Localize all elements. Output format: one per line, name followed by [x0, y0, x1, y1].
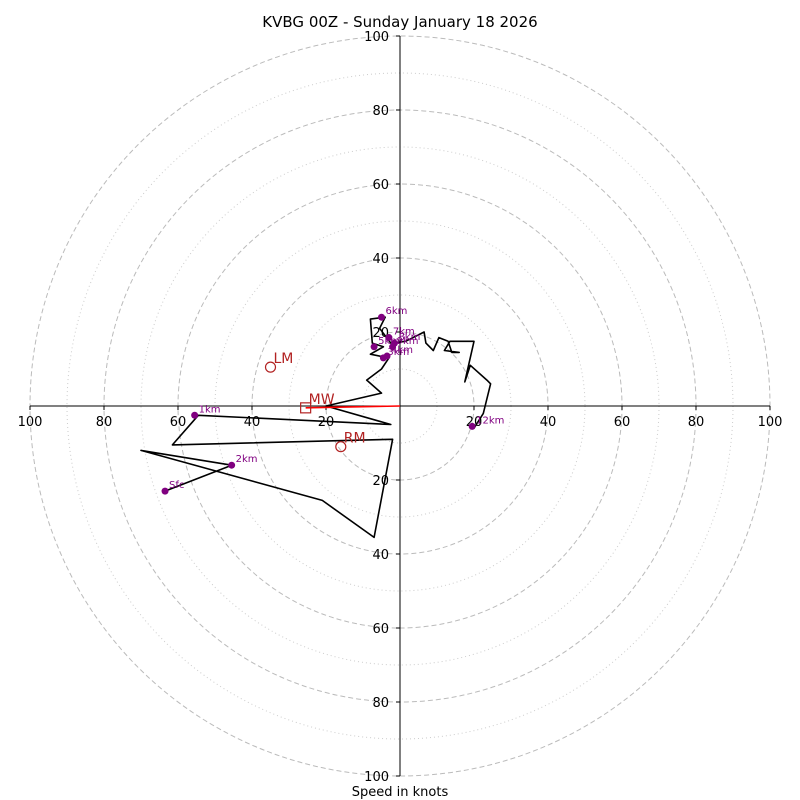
y-tick-label: 60: [372, 178, 389, 193]
y-tick-label: 60: [372, 622, 389, 637]
mean-wind-marker: [300, 402, 312, 414]
height-point-label: 8km: [398, 332, 420, 343]
chart-title: KVBG 00Z - Sunday January 18 2026: [262, 13, 537, 31]
y-tick-label: 100: [364, 770, 389, 785]
motion-marker: [335, 441, 347, 453]
x-axis-label: Speed in knots: [352, 785, 449, 800]
x-tick-label: 80: [688, 415, 705, 430]
height-point: [468, 422, 476, 430]
height-point: [161, 487, 169, 495]
height-point: [228, 461, 236, 469]
height-point-label: Sfc: [169, 480, 184, 491]
y-tick-label: 100: [364, 30, 389, 45]
height-point-label: 9km: [397, 336, 419, 347]
x-tick-label: 40: [540, 415, 557, 430]
y-tick-label: 40: [372, 252, 389, 267]
height-point: [378, 313, 385, 321]
height-point: [370, 343, 378, 351]
x-tick-label: 80: [96, 415, 113, 430]
x-tick-label: 60: [170, 415, 187, 430]
height-point: [385, 334, 393, 342]
x-tick-label: 20: [318, 415, 335, 430]
hodograph-trace-group: [140, 316, 492, 539]
motion-marker: [264, 361, 277, 373]
height-point-label: 2km: [236, 454, 258, 465]
mean-wind-group: [305, 405, 401, 409]
y-tick-label: 20: [372, 474, 389, 489]
height-point: [389, 343, 397, 351]
height-point-label: 7km: [393, 327, 415, 338]
height-point-label: 4km: [391, 345, 413, 356]
mean-wind-line: [305, 405, 401, 409]
height-point-label: 6km: [386, 306, 408, 317]
height-point-label: 5km: [378, 336, 400, 347]
height-point: [191, 411, 199, 419]
y-tick-label: 40: [372, 548, 389, 563]
motion-marker-label: LM: [274, 351, 294, 367]
y-tick-label: 20: [372, 326, 389, 341]
y-tick-label: 80: [372, 104, 389, 119]
x-tick-label: 100: [18, 415, 43, 430]
tick-labels: 100 80 60 40 20 20 40 60 80 100100806040202040608…: [18, 30, 783, 785]
height-point-label: 1km: [199, 404, 221, 415]
height-point-label: 3km: [387, 347, 409, 358]
motion-marker-label: RM: [344, 431, 366, 447]
x-tick-label: 60: [614, 415, 631, 430]
storm-motion-markers: LM RM MW: [264, 351, 366, 453]
y-tick-label: 80: [372, 696, 389, 711]
x-tick-label: 100: [758, 415, 783, 430]
height-point: [383, 352, 391, 360]
height-point-label: 12km: [476, 415, 504, 426]
hodograph-trace: [140, 316, 492, 539]
motion-marker-label: MW: [309, 392, 335, 408]
